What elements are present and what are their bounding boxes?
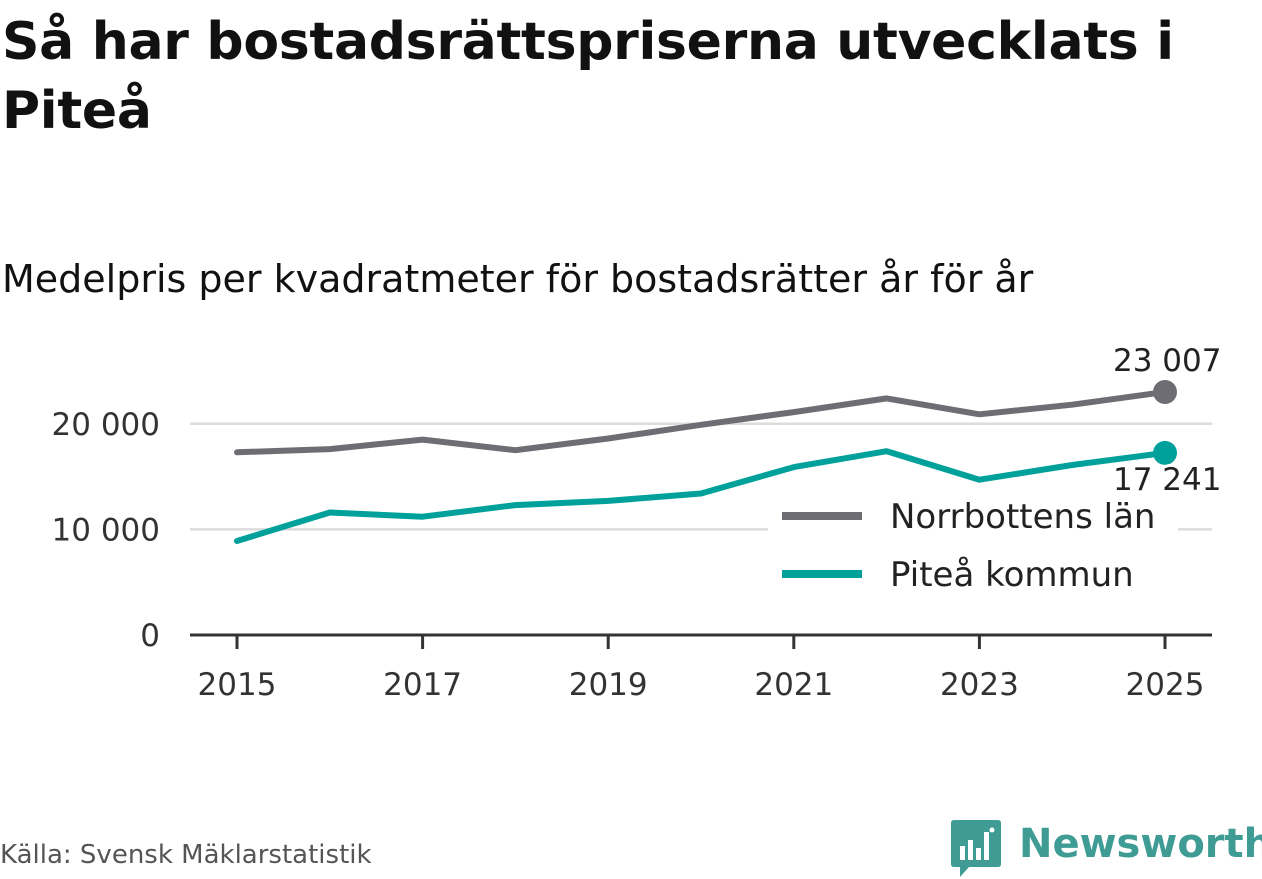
y-tick-label-20000: 20 000: [52, 407, 160, 443]
source-note: Källa: Svensk Mäklarstatistik: [0, 840, 372, 870]
series-line-pite-kommun: [234, 448, 1168, 544]
axes: 0 10 000 20 000 2015 2017 2019 2021 2023 2025: [52, 407, 1212, 703]
chart-title: Så har bostadsrättspriserna utvecklats i…: [2, 12, 1174, 141]
logo-wordmark: Newsworthy: [1019, 821, 1262, 867]
x-tick-label-2015: 2015: [198, 667, 277, 703]
series-endpoint-pite-kommun: [1153, 440, 1177, 465]
legend: Norrbottens län Piteå kommun: [768, 492, 1178, 602]
series-end-label-norrbottens-l-n: 23 007: [1113, 343, 1221, 379]
chart-subtitle: Medelpris per kvadratmeter för bostadsrä…: [2, 257, 1034, 301]
series-line-norrbottens-l-n: [234, 389, 1168, 456]
x-tick-label-2019: 2019: [569, 667, 648, 703]
series-endpoint-norrbottens-l-n: [1153, 380, 1177, 404]
y-tick-label-10000: 10 000: [52, 512, 160, 548]
legend-label-pite-kommun: Piteå kommun: [890, 555, 1134, 595]
x-tick-label-2017: 2017: [383, 667, 462, 703]
x-tick-label-2025: 2025: [1126, 667, 1205, 703]
y-tick-label-0: 0: [140, 618, 160, 654]
legend-label-norrbottens-l-n: Norrbottens län: [890, 497, 1155, 537]
legend-background: [768, 492, 1178, 602]
x-tick-label-2021: 2021: [754, 667, 833, 703]
x-tick-label-2023: 2023: [940, 667, 1019, 703]
bar-chart-speech-bubble-icon: [951, 820, 1001, 877]
